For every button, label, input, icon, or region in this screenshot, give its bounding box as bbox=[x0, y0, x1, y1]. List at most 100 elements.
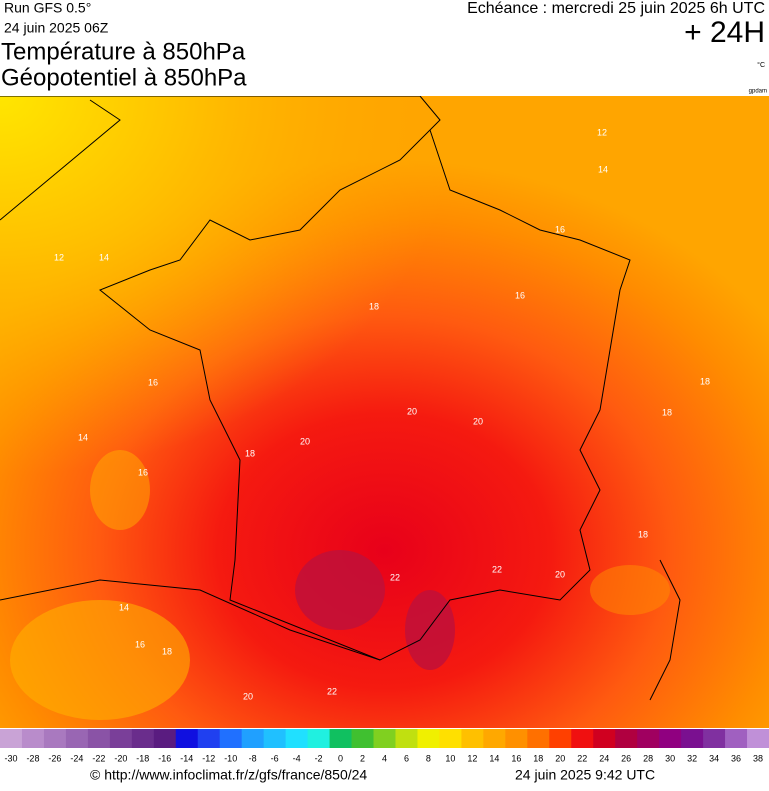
forecast: Echéance : mercredi 25 juin 2025 6h UTC bbox=[467, 0, 765, 17]
contour-label: 18 bbox=[162, 646, 172, 656]
scale-swatch bbox=[571, 729, 594, 748]
scale-swatch bbox=[131, 729, 155, 748]
scale-label: 12 bbox=[467, 753, 477, 763]
contour-label: 18 bbox=[245, 448, 255, 458]
scale-label: -8 bbox=[249, 753, 257, 763]
scale-label: 20 bbox=[555, 753, 565, 763]
contour-label: 20 bbox=[243, 691, 253, 701]
scale-label: -28 bbox=[26, 753, 39, 763]
scale-label: 38 bbox=[753, 753, 763, 763]
scale-label: 34 bbox=[709, 753, 719, 763]
scale-label: 2 bbox=[360, 753, 365, 763]
scale-label: -16 bbox=[158, 753, 171, 763]
scale-label: -14 bbox=[180, 753, 193, 763]
scale-swatch bbox=[197, 729, 221, 748]
scale-swatch bbox=[439, 729, 462, 748]
run: Run GFS 0.5° bbox=[4, 0, 91, 16]
scale-swatch bbox=[263, 729, 287, 748]
scale-label: -10 bbox=[224, 753, 237, 763]
credit: gpdam bbox=[749, 89, 767, 95]
contour-label: 16 bbox=[148, 377, 158, 387]
scale-swatch bbox=[681, 729, 704, 748]
scale-label: 32 bbox=[687, 753, 697, 763]
contour-label: 14 bbox=[598, 164, 608, 174]
scale-label: 18 bbox=[533, 753, 543, 763]
contour-label: 22 bbox=[492, 564, 502, 574]
scale-swatch bbox=[417, 729, 440, 748]
scale-swatch bbox=[505, 729, 528, 748]
scale-swatch bbox=[285, 729, 309, 748]
contour-label: 20 bbox=[300, 436, 310, 446]
scale-swatch bbox=[21, 729, 45, 748]
contour-label: 14 bbox=[78, 432, 88, 442]
scale-swatch bbox=[373, 729, 396, 748]
scale-label: -20 bbox=[114, 753, 127, 763]
scale-swatch bbox=[0, 729, 23, 748]
contour-labels: 12 14 12 14 16 16 18 16 14 16 18 18 20 20 20 18 18 20 22 22… bbox=[54, 127, 710, 701]
footer-url: © http://www.infoclimat.fr/z/gfs/france/… bbox=[90, 767, 367, 783]
contour-label: 16 bbox=[135, 639, 145, 649]
scale-swatch bbox=[175, 729, 199, 748]
scale-swatch bbox=[483, 729, 506, 748]
scale-swatch bbox=[637, 729, 660, 748]
contour-label: 18 bbox=[700, 376, 710, 386]
scale-label: 26 bbox=[621, 753, 631, 763]
scale-swatch bbox=[703, 729, 726, 748]
scale-label: 14 bbox=[489, 753, 499, 763]
scale-label: 8 bbox=[426, 753, 431, 763]
title-2: Géopotentiel à 850hPa bbox=[1, 64, 247, 91]
scale-swatch bbox=[527, 729, 550, 748]
scale-label: 24 bbox=[599, 753, 609, 763]
scale-label: -22 bbox=[92, 753, 105, 763]
scale-swatch bbox=[395, 729, 418, 748]
scale-label: 36 bbox=[731, 753, 741, 763]
contour-label: 18 bbox=[369, 301, 379, 311]
scale-swatch bbox=[615, 729, 638, 748]
scale-label: -24 bbox=[70, 753, 83, 763]
scale-swatch bbox=[725, 729, 748, 748]
scale-swatch bbox=[747, 729, 769, 748]
borders bbox=[0, 99, 681, 701]
scale-swatch bbox=[659, 729, 682, 748]
contour-label: 16 bbox=[138, 467, 148, 477]
contour-label: 20 bbox=[407, 406, 417, 416]
contour-label: 20 bbox=[555, 569, 565, 579]
scale-label: 10 bbox=[445, 753, 455, 763]
contour-label: 18 bbox=[662, 407, 672, 417]
scale-label: -2 bbox=[315, 753, 323, 763]
color-scale: -30 -28 -26 -24 -22 -20 -18 -16 -14 -12 -10 -8 -6 -4-… bbox=[0, 729, 769, 763]
scale-swatch bbox=[307, 729, 331, 748]
scale-label: -6 bbox=[271, 753, 279, 763]
scale-swatch bbox=[241, 729, 265, 748]
map: 12 14 12 14 16 16 18 16 14 16 18 18 20 20 20 18 18 20 22 22… bbox=[0, 96, 769, 728]
scale-swatch bbox=[87, 729, 111, 748]
scale-label: 4 bbox=[382, 753, 387, 763]
contour-label: 12 bbox=[54, 252, 64, 262]
scale-label: 0 bbox=[338, 753, 343, 763]
scale-swatch bbox=[549, 729, 572, 748]
scale-label: 16 bbox=[511, 753, 521, 763]
scale-label: -30 bbox=[4, 753, 17, 763]
scale-label: -12 bbox=[202, 753, 215, 763]
scale-swatch bbox=[65, 729, 89, 748]
scale-swatch bbox=[109, 729, 133, 748]
contour-label: 20 bbox=[473, 416, 483, 426]
scale-swatch bbox=[329, 729, 353, 748]
scale-swatch bbox=[593, 729, 616, 748]
scale-label: -26 bbox=[48, 753, 61, 763]
scale-label: 30 bbox=[665, 753, 675, 763]
scale-swatch bbox=[153, 729, 177, 748]
contour-label: 18 bbox=[638, 529, 648, 539]
contour-label: 16 bbox=[555, 224, 565, 234]
scale-swatch bbox=[351, 729, 375, 748]
scale-swatch bbox=[43, 729, 67, 748]
contour-label: 22 bbox=[390, 572, 400, 582]
run-date: 24 juin 2025 06Z bbox=[4, 20, 109, 36]
contour-label: 14 bbox=[99, 252, 109, 262]
contour-label: 22 bbox=[327, 686, 337, 696]
scale-label: 6 bbox=[404, 753, 409, 763]
contour-label: 12 bbox=[597, 127, 607, 137]
lead-time: + 24H bbox=[684, 16, 765, 49]
